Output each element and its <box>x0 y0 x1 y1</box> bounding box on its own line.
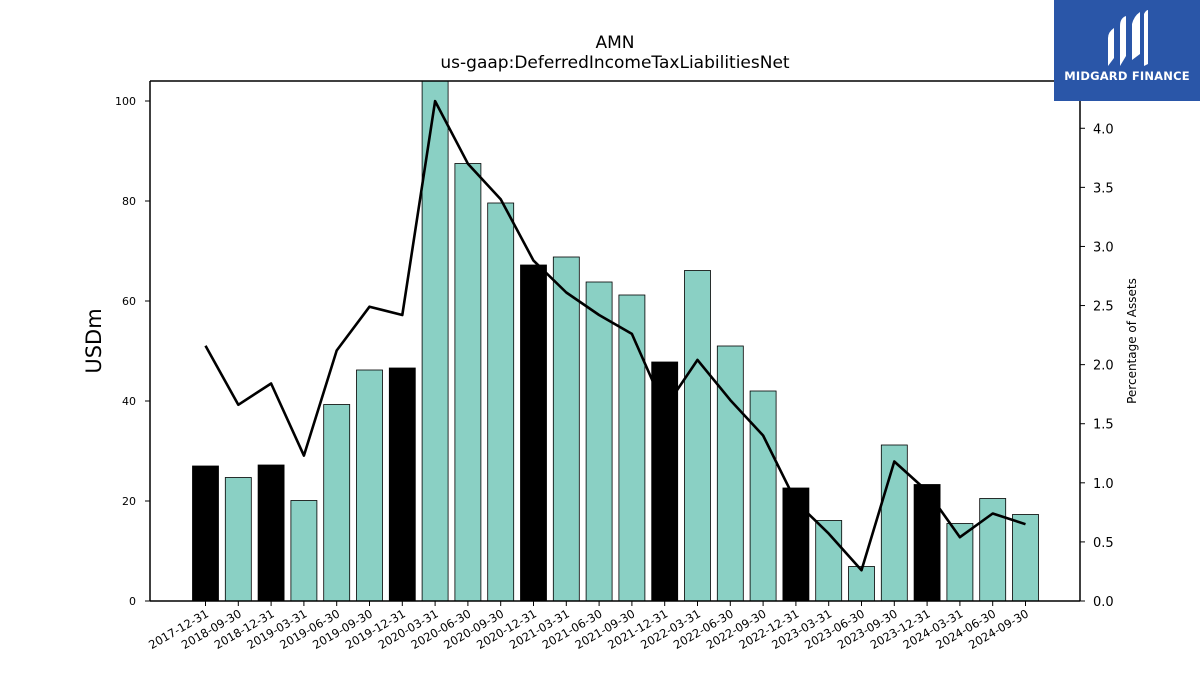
y-tick-label: 100 <box>115 95 136 108</box>
bar <box>192 465 219 602</box>
y-tick-label: 80 <box>122 195 136 208</box>
bar <box>520 264 547 602</box>
y2-tick-label: 2.5 <box>1093 300 1114 315</box>
bar <box>716 345 744 602</box>
bar <box>487 202 515 602</box>
bars-layer <box>192 80 1039 602</box>
y2-tick-label: 1.0 <box>1093 477 1114 492</box>
brand-logo: MIDGARD FINANCE <box>1054 0 1200 101</box>
bar <box>684 270 711 602</box>
bar <box>257 464 285 602</box>
y2-tick-label: 0.0 <box>1093 595 1114 610</box>
y-tick-label: 20 <box>122 495 136 508</box>
bar <box>356 369 383 602</box>
line-layer <box>204 99 1026 572</box>
y2-tick-label: 3.0 <box>1093 240 1114 255</box>
logo-mark-icon <box>1108 10 1148 66</box>
y2-tick-label: 0.5 <box>1093 536 1114 551</box>
y-tick-label: 60 <box>122 295 136 308</box>
bar <box>782 487 810 602</box>
bar <box>388 367 416 602</box>
y-tick-label: 0 <box>129 595 136 608</box>
y2-tick-label: 3.5 <box>1093 181 1114 196</box>
bar <box>290 500 318 602</box>
y2-tick-label: 2.0 <box>1093 359 1114 374</box>
bar <box>1012 514 1039 602</box>
y2-tick-label: 4.0 <box>1093 122 1114 137</box>
y-axis-label: USDm <box>82 308 106 373</box>
bar <box>749 390 777 602</box>
chart-title: AMN <box>595 33 634 53</box>
bar <box>454 163 482 602</box>
y2-axis-label: Percentage of Assets <box>1125 278 1139 404</box>
bar <box>651 361 679 602</box>
chart-subtitle: us-gaap:DeferredIncomeTaxLiabilitiesNet <box>440 53 790 73</box>
logo-text: MIDGARD FINANCE <box>1064 69 1190 83</box>
bar <box>848 566 875 602</box>
y-tick-label: 40 <box>122 395 136 408</box>
bar <box>421 80 449 602</box>
bar <box>224 477 252 602</box>
bar <box>323 404 351 602</box>
bar <box>585 281 613 602</box>
y2-tick-label: 1.5 <box>1093 418 1114 433</box>
percentage-line <box>204 99 1026 572</box>
bar <box>552 256 580 602</box>
bar <box>618 294 646 602</box>
